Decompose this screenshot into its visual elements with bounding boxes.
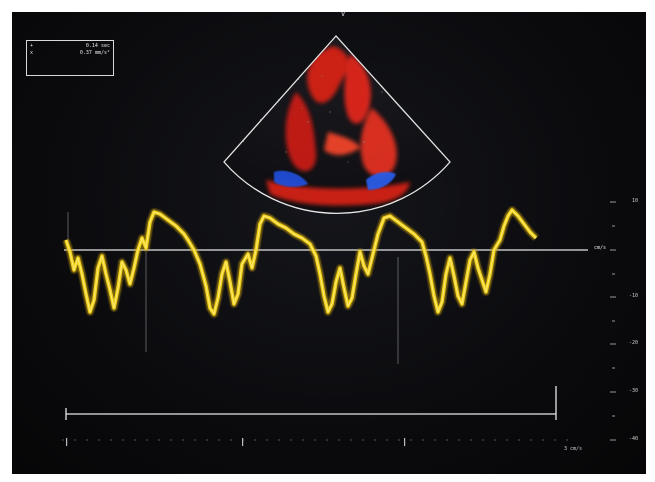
measurement-readout: + 0.14 sec x 0.37 mm/s² xyxy=(26,40,114,76)
sector-outline xyxy=(223,35,451,215)
time-axis xyxy=(62,438,572,446)
velocity-tick-label: -30 xyxy=(628,388,638,394)
trace-artifacts xyxy=(67,212,399,364)
measurement-bracket xyxy=(65,386,557,420)
velocity-tick-label: 10 xyxy=(631,198,638,204)
measurement-symbol: + xyxy=(30,43,34,49)
time-axis-label: 3 cm/s xyxy=(564,446,583,452)
baseline-unit-label: cm/s xyxy=(594,245,607,251)
measurement-row-1: + 0.14 sec xyxy=(30,43,110,50)
velocity-scale-ticks xyxy=(610,201,616,441)
measurement-row-2: x 0.37 mm/s² xyxy=(30,50,110,57)
sector-apex-label: V xyxy=(341,12,346,18)
ultrasound-display: + 0.14 sec x 0.37 mm/s² 10 -10 -20 -30 -… xyxy=(12,12,646,474)
velocity-tick-label: -40 xyxy=(628,436,638,442)
doppler-spectral-trace xyxy=(62,206,539,318)
velocity-tick-label: -10 xyxy=(628,293,638,299)
measurement-value: 0.37 mm/s² xyxy=(79,50,110,56)
measurement-value: 0.14 sec xyxy=(85,43,110,49)
velocity-tick-label: -20 xyxy=(628,340,638,346)
color-doppler-sector xyxy=(223,35,451,215)
echocardiogram-scene xyxy=(62,35,616,446)
depth-markers xyxy=(242,78,299,142)
measurement-symbol: x xyxy=(30,50,34,56)
